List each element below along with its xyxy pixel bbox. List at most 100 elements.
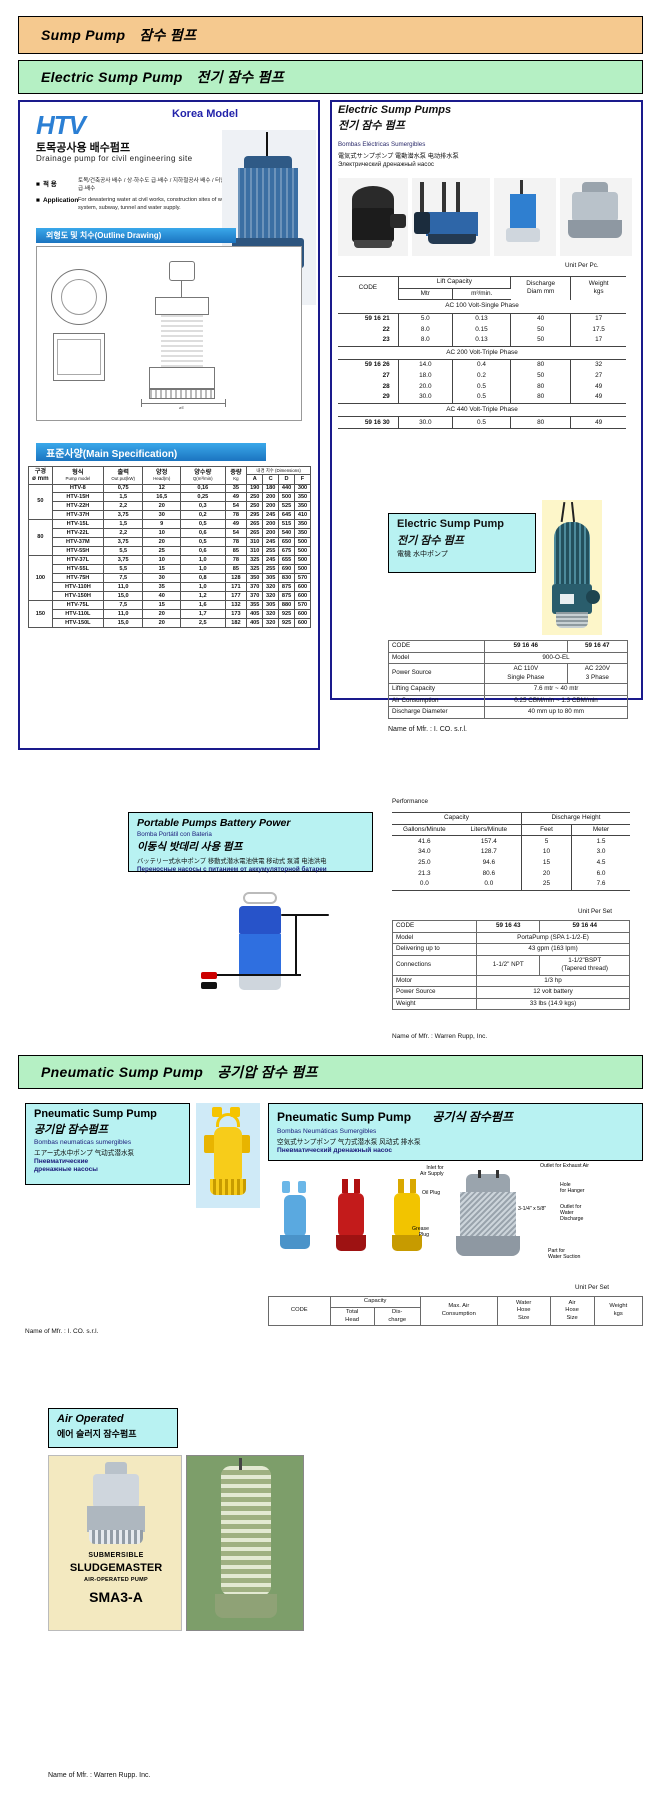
cell-feet: 5 (521, 835, 573, 848)
performance-row: 25.0 94.6 15 4.5 (392, 857, 630, 869)
cell-head: 15 (142, 564, 182, 575)
cell-a: 325 (246, 564, 264, 575)
electric-pumps-row: 22 8.0 0.15 50 17.5 (338, 324, 626, 336)
poster-line-2: SLUDGEMASTER (69, 1562, 163, 1574)
esp-row: Model 900-O-EL (388, 651, 628, 664)
esp-row: CODE 59 16 46 59 16 47 (388, 640, 629, 653)
banner-pneumatic-sump-pump: Pneumatic Sump Pump 공기압 잠수 펌프 (18, 1055, 643, 1089)
cell-discharge-diam: 80 (510, 381, 572, 393)
cell-d: 500 (278, 492, 295, 503)
portable-value-1: 1-1/2" NPT (475, 954, 541, 976)
perf-header-row-2: Gallons/Minute Liters/Minute Feet Meter (392, 824, 630, 837)
cell-d: 690 (278, 564, 295, 575)
performance-row: 0.0 0.0 25 7.6 (392, 879, 630, 891)
cell-c: 200 (262, 501, 280, 512)
cell-model: HTV-37H (51, 510, 104, 521)
th-model: 형식 Pump model (51, 466, 104, 485)
pump-photo-2 (412, 178, 490, 256)
cell-m3: 0.5 (452, 416, 512, 430)
cell-a: 295 (246, 510, 264, 521)
cell-kg: 85 (224, 564, 248, 575)
cell-code: 23 (338, 335, 399, 347)
main-spec-row: HTV-22H 2,2 20 0,3 54 250 200 525 350 (29, 501, 311, 512)
cell-d: 925 (278, 618, 295, 629)
cell-out: 15,0 (102, 591, 144, 602)
cell-kg: 78 (224, 510, 248, 521)
cell-a: 265 (246, 528, 264, 539)
portable-spec-row: Power Source 12 volt battery (392, 986, 630, 999)
esp-value: 0.25 CBM/min ~ 1.3 CBM/min (484, 694, 628, 707)
esp-value: 40 mm up to 80 mm (484, 706, 628, 719)
electric-pumps-table: CODE Lift Capacity Discharge Diam mm Wei… (338, 275, 626, 430)
cell-mtr: 30.0 (398, 416, 453, 430)
cell-model: HTV-110H (51, 582, 104, 593)
electric-pumps-sub-ru: Электрический дренажный насос (338, 161, 434, 168)
unit-per-pc-label: Unit Per Pc. (565, 262, 599, 269)
main-spec-row: HTV-150L 15,0 20 2,5 182 405 320 925 600 (29, 618, 311, 629)
electric-pumps-row: 59 16 30 30.0 0.5 80 49 (338, 416, 626, 430)
performance-row: 34.0 128.7 10 3.0 (392, 847, 630, 858)
performance-table: Capacity Discharge Height Gallons/Minute… (392, 812, 630, 891)
cell-head: 30 (142, 510, 182, 521)
cell-c: 200 (262, 492, 280, 503)
cell-d: 525 (278, 501, 295, 512)
cell-model: HTV-8 (51, 483, 104, 494)
electric-pumps-row: 59 16 21 5.0 0.13 40 17 (338, 313, 626, 325)
cell-d: 515 (278, 519, 295, 530)
cell-model: HTV-22H (51, 501, 104, 512)
cell-q: 0,3 (180, 501, 226, 512)
cell-q: 1,7 (180, 609, 226, 620)
cell-code: 27 (338, 370, 399, 382)
cell-m3: 0.15 (452, 324, 512, 336)
main-spec-row: HTV-37M 3,75 20 0,5 78 310 245 650 500 (29, 537, 311, 548)
cell-out: 5,5 (102, 564, 144, 575)
main-spec-row: HTV-15H 1,5 16,5 0,25 49 250 200 500 350 (29, 492, 311, 503)
main-spec-head: 구경 ø mm 형식 Pump model 출력 Out put(kW) 양정 … (28, 466, 311, 485)
cell-q: 1,2 (180, 591, 226, 602)
portable-label: CODE (392, 920, 477, 933)
cell-lpm: 157.4 (456, 835, 522, 848)
cell-weight: 49 (570, 416, 626, 430)
cell-bore: 50 (28, 483, 53, 521)
cell-c: 305 (262, 573, 280, 584)
cell-q: 0,5 (180, 537, 226, 548)
cell-a: 250 (246, 492, 264, 503)
cell-out: 11,0 (102, 609, 144, 620)
sludgemaster-cutaway-image (186, 1455, 304, 1631)
cell-c: 255 (262, 546, 280, 557)
main-spec-header-row-1: 구경 ø mm 형식 Pump model 출력 Out put(kW) 양정 … (28, 466, 311, 485)
portable-value-2: 1-1/2"BSPT (Tapered thread) (539, 954, 630, 976)
banner-electric-en: Electric Sump Pump (41, 69, 183, 85)
th-pr-capacity: Capacity (329, 1296, 421, 1308)
esp-label: Lifting Capacity (388, 683, 485, 696)
cell-f: 300 (294, 483, 311, 494)
cell-code: 29 (338, 392, 399, 404)
main-spec-row: 150 HTV-75L 7,5 15 1,6 132 355 305 880 570 (28, 600, 311, 629)
cell-head: 15 (142, 600, 182, 611)
cell-f: 410 (294, 510, 311, 521)
portable-label: Weight (392, 997, 477, 1010)
main-spec-body: 50 HTV-8 0,75 12 0,16 35 190 180 440 300 HTV-15H 1,… (28, 483, 311, 629)
portable-value: 12 volt battery (476, 986, 630, 999)
portable-spec-table: CODE 59 16 43 59 16 44 Model PortaPump (SPA … (392, 920, 630, 1010)
th-bore: 구경 ø mm (28, 466, 53, 485)
cell-discharge-diam: 80 (510, 416, 572, 430)
pump-photo-4 (560, 178, 632, 256)
pneumatic-left-sub-cjk: エアー式水中ポンプ 气动式潜水泵 (34, 1150, 135, 1157)
main-spec-row: 100 HTV-37L 3,75 10 1,0 78 325 245 655 500 (28, 555, 311, 602)
main-specification-table: 구경 ø mm 형식 Pump model 출력 Out put(kW) 양정 … (28, 466, 311, 629)
cell-gpm: 0.0 (392, 879, 457, 891)
poster-line-1: SUBMERSIBLE (88, 1552, 144, 1559)
th-pr-code: CODE (268, 1295, 331, 1327)
portable-spec-row: CODE 59 16 43 59 16 44 (392, 920, 630, 933)
cell-out: 7,5 (102, 573, 144, 584)
cell-kg: 54 (224, 501, 248, 512)
cell-weight: 49 (595, 382, 603, 390)
portable-title-kr: 이동식 밧데리 사용 펌프 (137, 841, 243, 853)
cell-f: 350 (294, 528, 311, 539)
cell-head: 10 (142, 555, 182, 566)
air-operated-titlebox: Air Operated 에어 슬러지 잠수펌프 (48, 1408, 178, 1448)
cell-m3: 0.2 (452, 370, 512, 382)
cell-model: HTV-150L (51, 618, 104, 629)
portable-spec-row: Delivering up to 43 gpm (163 lpm) (392, 943, 630, 956)
